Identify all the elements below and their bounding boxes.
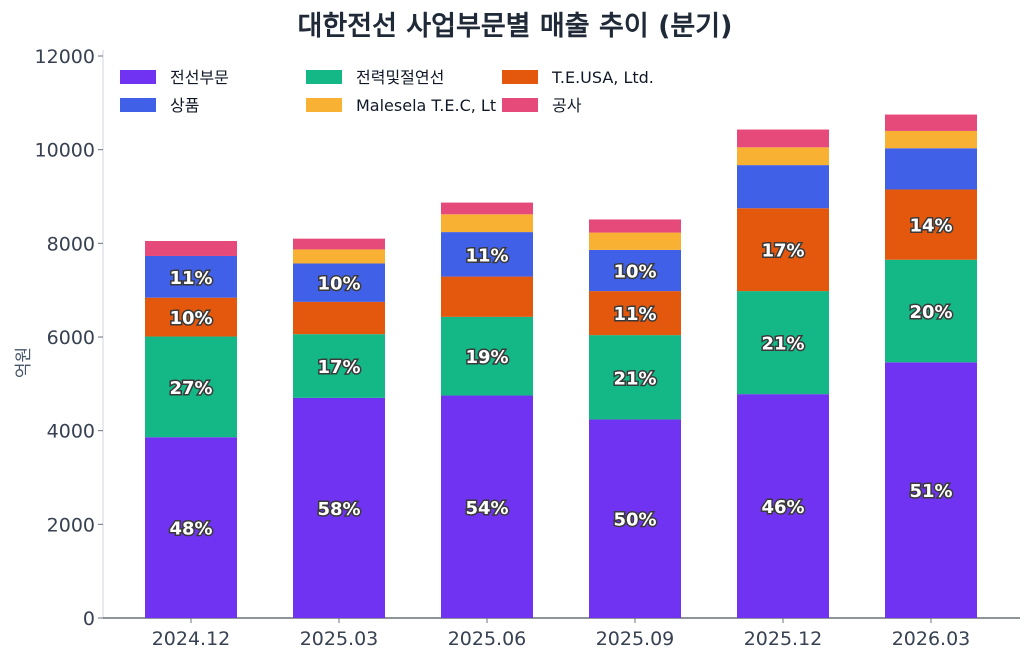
legend-label: 전선부문 <box>170 68 229 87</box>
x-tick-label: 2025.09 <box>596 628 675 650</box>
bar-segment <box>293 301 385 335</box>
x-tick-label: 2026.03 <box>892 628 971 650</box>
bar-segment <box>441 395 533 618</box>
data-label: 19% <box>465 347 508 368</box>
chart-title: 대한전선 사업부문별 매출 추이 (분기) <box>297 11 733 42</box>
data-label: 21% <box>613 368 656 389</box>
y-tick-label: 4000 <box>47 421 95 443</box>
bar-segment <box>737 208 829 292</box>
bar-segment <box>293 238 385 250</box>
legend-label: Malesela T.E.C, Lt <box>356 96 496 115</box>
bar-segment <box>293 249 385 264</box>
data-label: 17% <box>317 357 360 378</box>
bar-segment <box>145 437 237 618</box>
y-tick-label: 0 <box>83 608 95 630</box>
bar-segment <box>441 276 533 317</box>
bar-segment <box>441 232 533 277</box>
bar-segment <box>885 259 977 363</box>
data-label: 58% <box>317 499 360 520</box>
legend-swatch <box>502 70 538 84</box>
bar-segment <box>737 165 829 209</box>
bar-segment <box>589 219 681 233</box>
bar-segment <box>145 297 237 337</box>
bar-segment <box>441 316 533 396</box>
data-label: 27% <box>169 378 212 399</box>
bar-segment <box>589 335 681 420</box>
y-tick-label: 8000 <box>47 233 95 255</box>
bar-segment <box>885 130 977 149</box>
bar-segment <box>885 148 977 190</box>
bar-segment <box>441 202 533 215</box>
data-label: 50% <box>613 510 656 531</box>
data-label: 17% <box>761 241 804 262</box>
data-label: 46% <box>761 497 804 518</box>
bar-segment <box>737 129 829 148</box>
data-label: 48% <box>169 519 212 540</box>
x-tick-label: 2024.12 <box>152 628 231 650</box>
bar-segment <box>293 334 385 398</box>
bar-segment <box>589 232 681 250</box>
data-label: 11% <box>169 268 212 289</box>
data-label: 11% <box>465 245 508 266</box>
legend-label: 상품 <box>170 96 199 115</box>
data-label: 10% <box>613 261 656 282</box>
legend-label: 전력및절연선 <box>356 68 444 87</box>
y-tick-label: 6000 <box>47 327 95 349</box>
legend-swatch <box>120 98 156 112</box>
x-tick-label: 2025.12 <box>744 628 823 650</box>
data-label: 11% <box>613 304 656 325</box>
data-label: 21% <box>761 334 804 355</box>
bar-segment <box>737 147 829 166</box>
bar-segment <box>293 263 385 302</box>
legend-swatch <box>502 98 538 112</box>
y-tick-label: 12000 <box>35 46 95 68</box>
data-label: 14% <box>909 216 952 237</box>
legend-swatch <box>306 98 342 112</box>
bar-segment <box>145 336 237 438</box>
bar-segment <box>589 419 681 618</box>
bar-segment <box>885 189 977 260</box>
legend-label: 공사 <box>552 96 582 115</box>
data-label: 20% <box>909 302 952 323</box>
bar-segment <box>145 255 237 298</box>
data-label: 10% <box>169 308 212 329</box>
bar-segment <box>737 291 829 395</box>
bar-segment <box>145 240 237 256</box>
bar-segment <box>589 249 681 292</box>
bar-segment <box>293 397 385 618</box>
x-tick-label: 2025.03 <box>300 628 379 650</box>
y-tick-label: 10000 <box>35 140 95 162</box>
data-label: 10% <box>317 274 360 295</box>
bar-segment <box>737 394 829 618</box>
y-tick-label: 2000 <box>47 514 95 536</box>
bar-segment <box>885 362 977 618</box>
data-label: 54% <box>465 498 508 519</box>
legend-swatch <box>306 70 342 84</box>
x-tick-label: 2025.06 <box>448 628 527 650</box>
legend-label: T.E.USA, Ltd. <box>551 68 654 87</box>
bar-segment <box>441 214 533 233</box>
data-label: 51% <box>909 481 952 502</box>
bar-segment <box>589 291 681 336</box>
legend-swatch <box>120 70 156 84</box>
bar-segment <box>885 114 977 131</box>
